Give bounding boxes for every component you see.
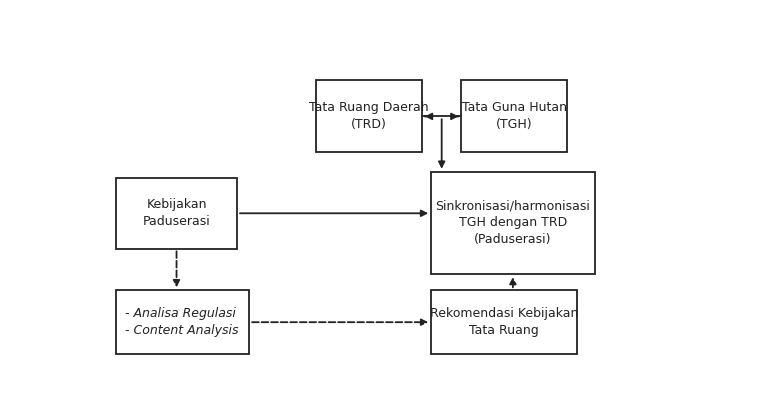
Bar	[431, 172, 595, 274]
Text: Rekomendasi Kebijakan
Tata Ruang: Rekomendasi Kebijakan Tata Ruang	[429, 307, 578, 337]
Text: Tata Guna Hutan
(TGH): Tata Guna Hutan (TGH)	[462, 102, 567, 131]
Bar	[316, 80, 422, 152]
Bar	[431, 290, 576, 354]
Bar	[461, 80, 568, 152]
Bar	[116, 290, 249, 354]
Bar	[116, 178, 237, 248]
Text: - Analisa Regulasi
- Content Analysis: - Analisa Regulasi - Content Analysis	[125, 307, 239, 337]
Text: Sinkronisasi/harmonisasi
TGH dengan TRD
(Paduserasi): Sinkronisasi/harmonisasi TGH dengan TRD …	[436, 199, 590, 246]
Text: Tata Ruang Daerah
(TRD): Tata Ruang Daerah (TRD)	[309, 102, 429, 131]
Text: Kebijakan
Paduserasi: Kebijakan Paduserasi	[142, 198, 210, 228]
